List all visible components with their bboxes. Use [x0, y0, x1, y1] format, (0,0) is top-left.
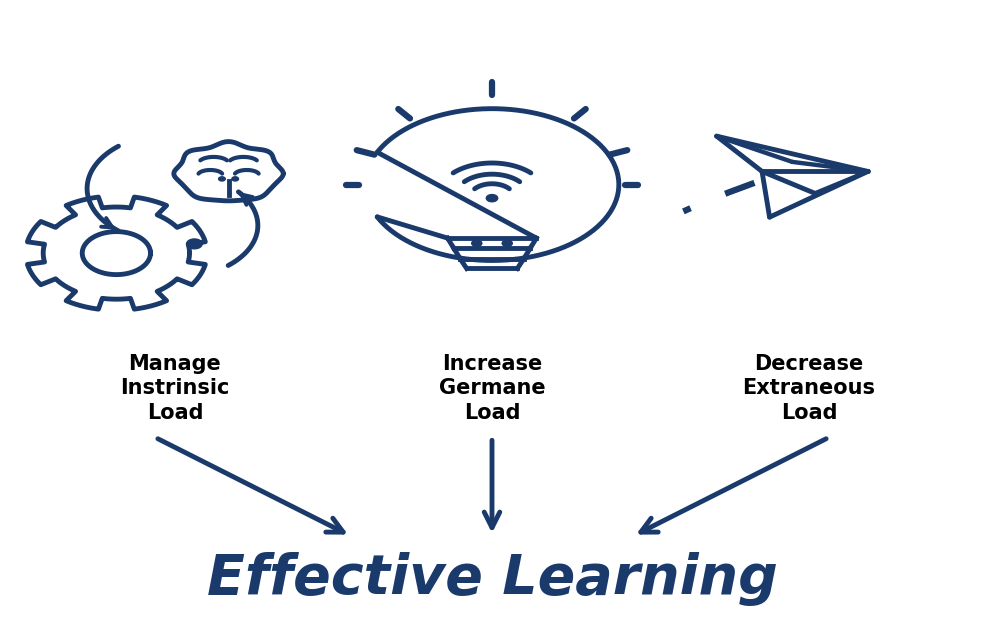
Circle shape	[218, 177, 225, 181]
Circle shape	[187, 239, 203, 249]
Circle shape	[232, 177, 238, 181]
Circle shape	[502, 240, 513, 247]
Text: Decrease
Extraneous
Load: Decrease Extraneous Load	[743, 353, 876, 423]
Text: Increase
Germane
Load: Increase Germane Load	[439, 353, 545, 423]
Circle shape	[471, 240, 482, 247]
Circle shape	[486, 194, 498, 202]
Text: Manage
Instrinsic
Load: Manage Instrinsic Load	[120, 353, 229, 423]
Text: Effective Learning: Effective Learning	[207, 552, 777, 606]
